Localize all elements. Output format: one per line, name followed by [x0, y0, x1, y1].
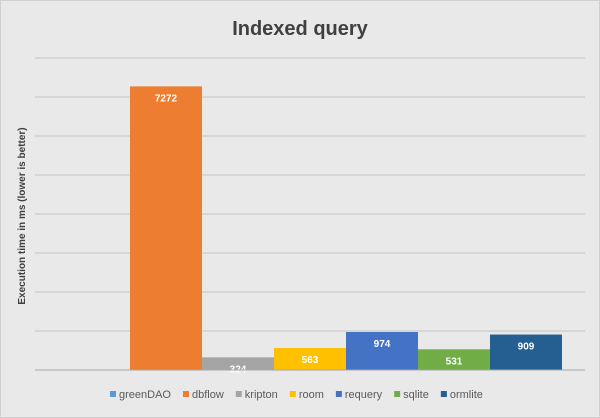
legend-swatch-dbflow [182, 391, 189, 397]
legend-item-greenDAO: greenDAO [110, 389, 171, 401]
bar-room [274, 348, 346, 370]
legend-item-sqlite: sqlite [394, 389, 429, 401]
legend-label-kripton: kripton [245, 389, 278, 401]
bar-sqlite [418, 349, 490, 370]
legend-item-ormlite: ormlite [440, 389, 483, 401]
data-label-sqlite: 531 [446, 356, 463, 367]
data-label-requery: 974 [374, 339, 391, 350]
bar-ormlite [490, 334, 562, 370]
legend-item-room: room [289, 389, 324, 401]
legend-swatch-kripton [235, 391, 242, 397]
y-axis-label: Execution time in ms (lower is better) [17, 127, 28, 304]
legend-swatch-sqlite [394, 391, 401, 397]
legend-item-dbflow: dbflow [182, 389, 224, 401]
bar-dbflow [130, 86, 202, 370]
legend-item-requery: requery [335, 389, 383, 401]
legend-label-greenDAO: greenDAO [119, 389, 171, 401]
legend-swatch-requery [335, 391, 342, 397]
data-label-dbflow: 7272 [155, 93, 178, 104]
legend: greenDAO dbflow kripton room requery sqlite or… [110, 389, 483, 401]
legend-label-ormlite: ormlite [450, 389, 483, 401]
legend-swatch-ormlite [440, 391, 447, 397]
bar-kripton [202, 357, 274, 370]
legend-swatch-greenDAO [110, 391, 116, 397]
legend-label-sqlite: sqlite [403, 389, 429, 401]
legend-label-requery: requery [345, 389, 383, 401]
gridlines [35, 57, 585, 332]
bars [130, 86, 562, 370]
legend-swatch-room [289, 391, 296, 397]
chart-title: Indexed query [232, 18, 368, 40]
legend-label-room: room [299, 389, 324, 401]
data-label-room: 563 [302, 355, 319, 366]
legend-label-dbflow: dbflow [192, 389, 224, 401]
legend-item-kripton: kripton [235, 389, 278, 401]
data-label-ormlite: 909 [518, 342, 535, 353]
bar-requery [346, 332, 418, 370]
